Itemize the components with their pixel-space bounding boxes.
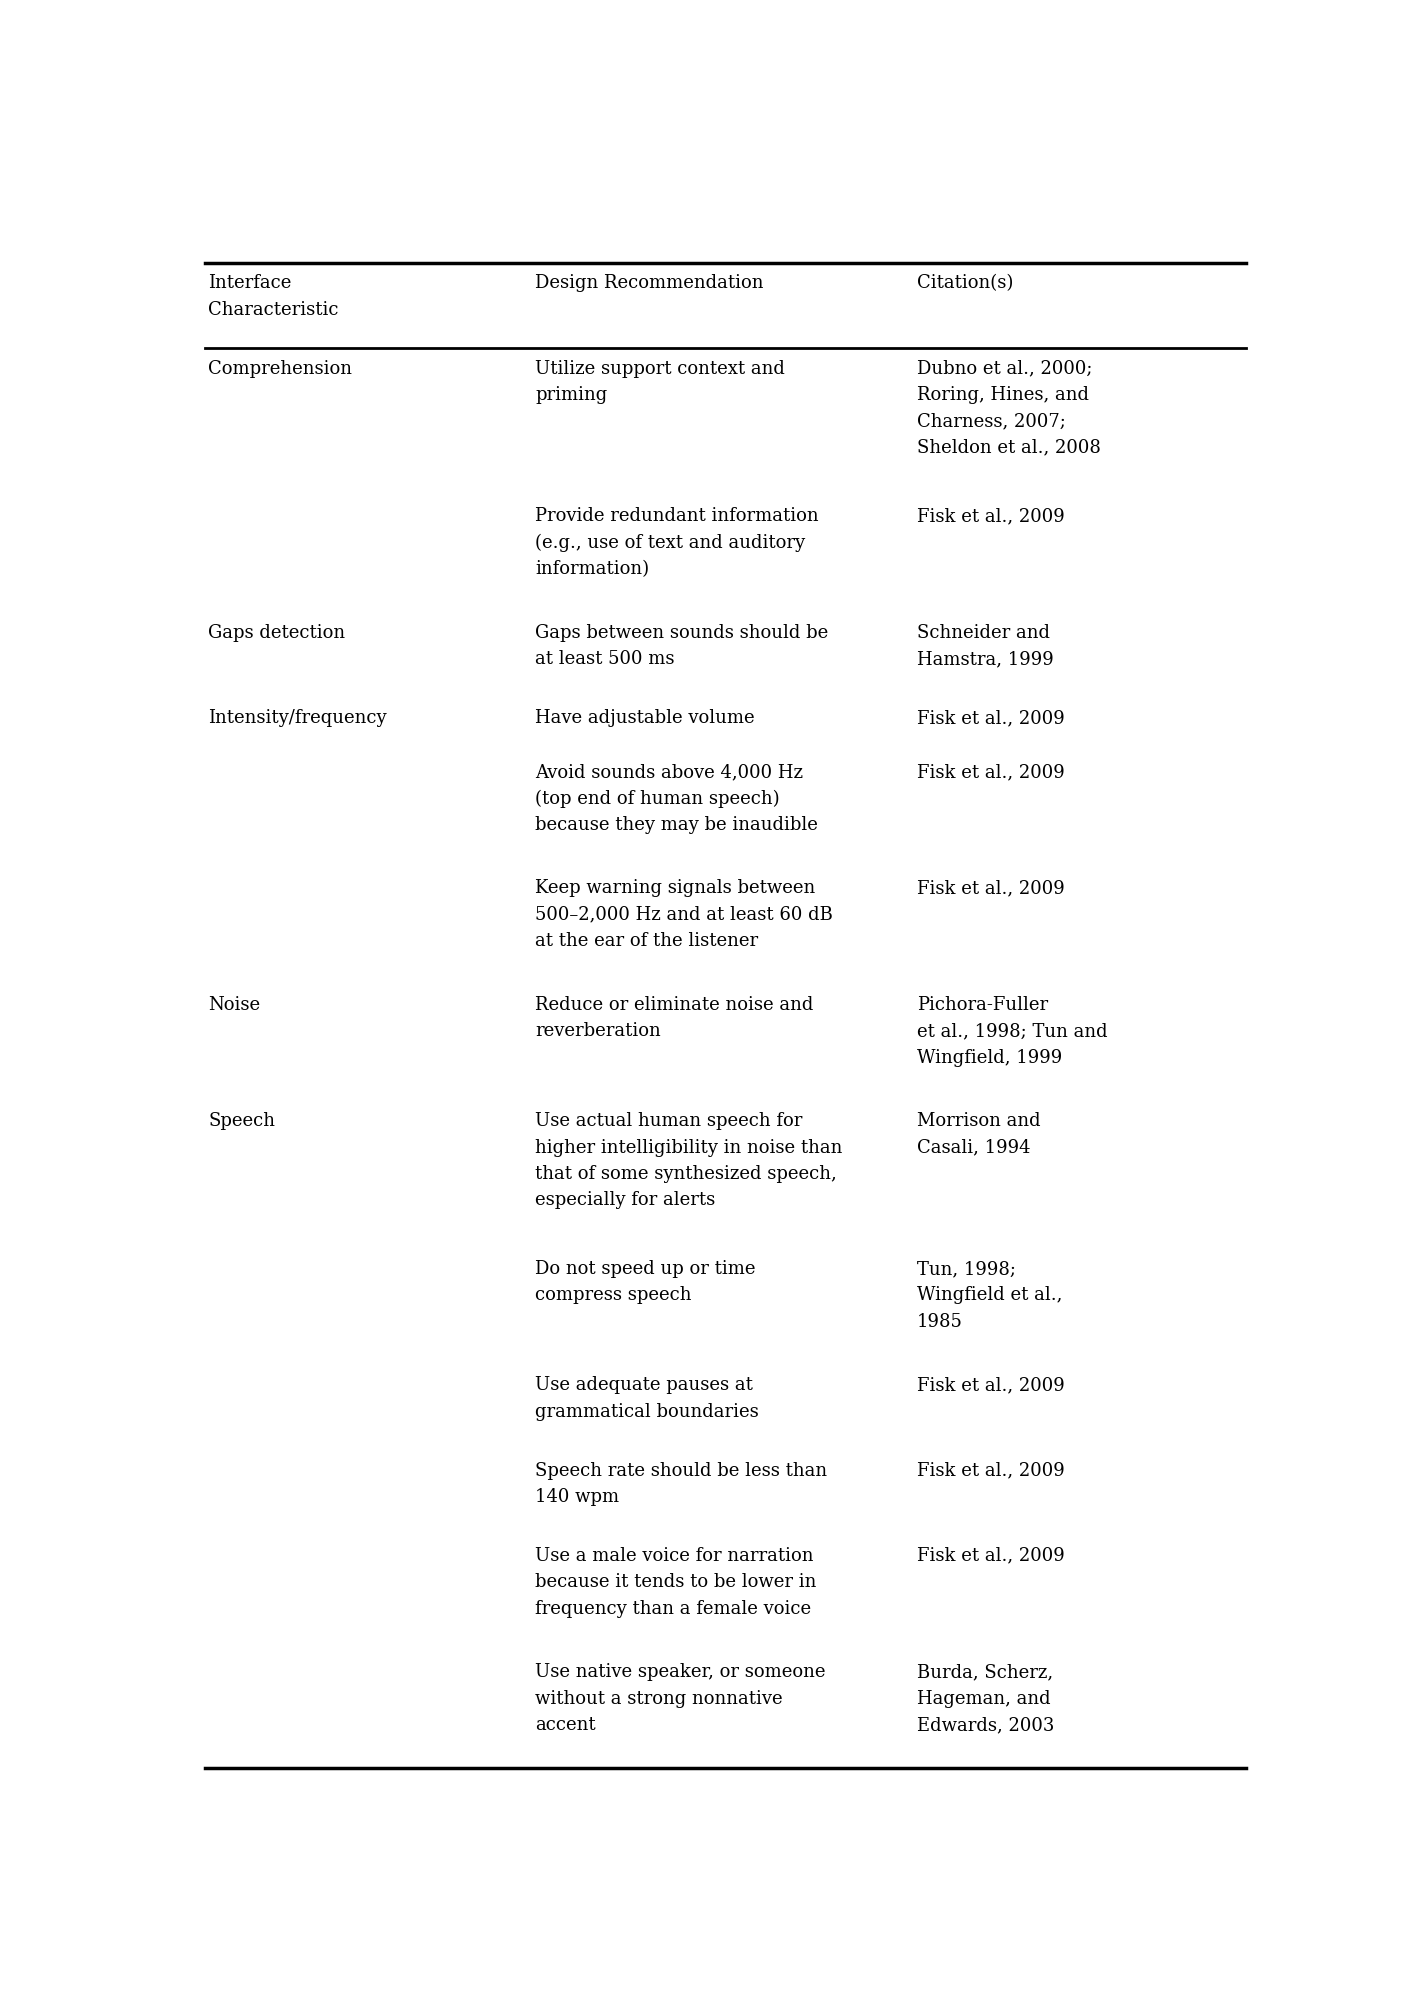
Text: Use adequate pauses at
grammatical boundaries: Use adequate pauses at grammatical bound…	[536, 1376, 759, 1420]
Text: Avoid sounds above 4,000 Hz
(top end of human speech)
because they may be inaudi: Avoid sounds above 4,000 Hz (top end of …	[536, 762, 818, 834]
Text: Pichora-Fuller
et al., 1998; Tun and
Wingfield, 1999: Pichora-Fuller et al., 1998; Tun and Win…	[917, 996, 1108, 1066]
Text: Dubno et al., 2000;
Roring, Hines, and
Charness, 2007;
Sheldon et al., 2008: Dubno et al., 2000; Roring, Hines, and C…	[917, 360, 1101, 456]
Text: Comprehension: Comprehension	[208, 360, 353, 378]
Text: Fisk et al., 2009: Fisk et al., 2009	[917, 508, 1064, 526]
Text: Reduce or eliminate noise and
reverberation: Reduce or eliminate noise and reverberat…	[536, 996, 814, 1040]
Text: Utilize support context and
priming: Utilize support context and priming	[536, 360, 785, 404]
Text: Keep warning signals between
500–2,000 Hz and at least 60 dB
at the ear of the l: Keep warning signals between 500–2,000 H…	[536, 880, 834, 950]
Text: Design Recommendation: Design Recommendation	[536, 274, 763, 292]
Text: Burda, Scherz,
Hageman, and
Edwards, 2003: Burda, Scherz, Hageman, and Edwards, 200…	[917, 1664, 1054, 1734]
Text: Intensity/frequency: Intensity/frequency	[208, 708, 387, 726]
Text: Have adjustable volume: Have adjustable volume	[536, 708, 755, 726]
Text: Use actual human speech for
higher intelligibility in noise than
that of some sy: Use actual human speech for higher intel…	[536, 1112, 842, 1210]
Text: Schneider and
Hamstra, 1999: Schneider and Hamstra, 1999	[917, 624, 1053, 668]
Text: Use a male voice for narration
because it tends to be lower in
frequency than a : Use a male voice for narration because i…	[536, 1546, 817, 1618]
Text: Interface
Characteristic: Interface Characteristic	[208, 274, 339, 318]
Text: Morrison and
Casali, 1994: Morrison and Casali, 1994	[917, 1112, 1040, 1156]
Text: Gaps detection: Gaps detection	[208, 624, 346, 642]
Text: Citation(s): Citation(s)	[917, 274, 1014, 292]
Text: Use native speaker, or someone
without a strong nonnative
accent: Use native speaker, or someone without a…	[536, 1664, 825, 1734]
Text: Fisk et al., 2009: Fisk et al., 2009	[917, 880, 1064, 898]
Text: Speech: Speech	[208, 1112, 276, 1130]
Text: Fisk et al., 2009: Fisk et al., 2009	[917, 1462, 1064, 1480]
Text: Provide redundant information
(e.g., use of text and auditory
information): Provide redundant information (e.g., use…	[536, 508, 818, 578]
Text: Noise: Noise	[208, 996, 260, 1014]
Text: Do not speed up or time
compress speech: Do not speed up or time compress speech	[536, 1260, 756, 1304]
Text: Gaps between sounds should be
at least 500 ms: Gaps between sounds should be at least 5…	[536, 624, 828, 668]
Text: Fisk et al., 2009: Fisk et al., 2009	[917, 708, 1064, 726]
Text: Speech rate should be less than
140 wpm: Speech rate should be less than 140 wpm	[536, 1462, 828, 1506]
Text: Fisk et al., 2009: Fisk et al., 2009	[917, 762, 1064, 780]
Text: Fisk et al., 2009: Fisk et al., 2009	[917, 1546, 1064, 1564]
Text: Fisk et al., 2009: Fisk et al., 2009	[917, 1376, 1064, 1394]
Text: Tun, 1998;
Wingfield et al.,
1985: Tun, 1998; Wingfield et al., 1985	[917, 1260, 1062, 1330]
